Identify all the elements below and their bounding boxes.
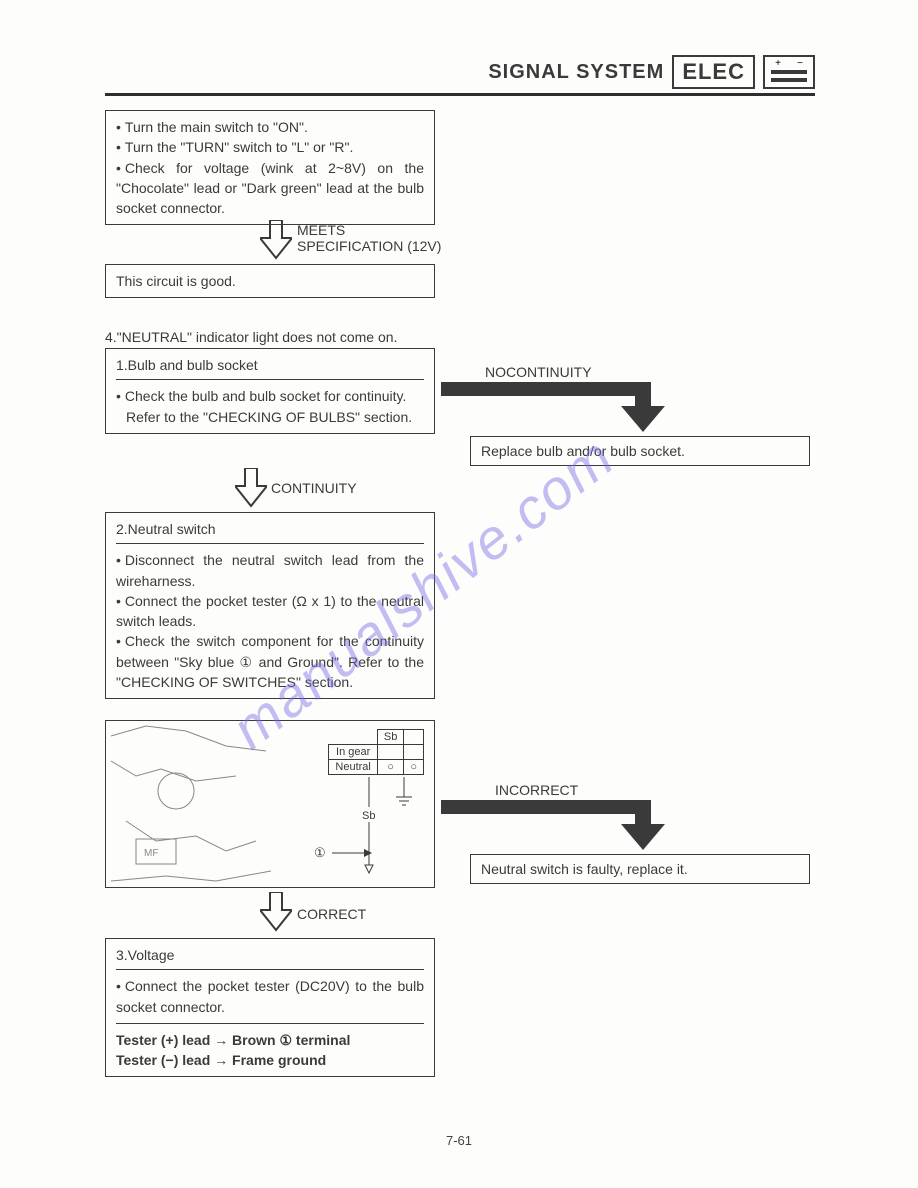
down-arrow-icon xyxy=(260,220,292,262)
result-2-box: Neutral switch is faulty, replace it. xyxy=(470,854,810,884)
manual-page: SIGNAL SYSTEM ELEC +− Turn the main swit… xyxy=(0,0,918,1188)
motorcycle-sketch: MF xyxy=(106,721,281,887)
top-item: Turn the "TURN" switch to "L" or "R". xyxy=(116,137,424,157)
step-3-item: Connect the pocket tester (DC20V) to the… xyxy=(116,976,424,1017)
page-number: 7-61 xyxy=(0,1133,918,1148)
step-2-item: Disconnect the neutral switch lead from … xyxy=(116,550,424,591)
page-header: SIGNAL SYSTEM ELEC +− xyxy=(105,55,815,89)
step-1-item: Check the bulb and bulb socket for conti… xyxy=(116,386,424,406)
svg-text:MF: MF xyxy=(144,848,158,859)
result-1-box: Replace bulb and/or bulb socket. xyxy=(470,436,810,466)
step-2-box: 2.Neutral switch Disconnect the neutral … xyxy=(105,512,435,699)
right-down-arrow-icon xyxy=(441,382,691,436)
step-2-item: Check the switch component for the conti… xyxy=(116,631,424,692)
branch-2-label: INCORRECT xyxy=(495,782,578,798)
continuity-table: Sb In gear Neutral○○ xyxy=(328,729,424,775)
step-2-item: Connect the pocket tester (Ω x 1) to the… xyxy=(116,591,424,632)
header-title: SIGNAL SYSTEM xyxy=(488,61,664,84)
down-arrow-icon xyxy=(235,468,267,510)
right-down-arrow-icon xyxy=(441,800,691,854)
step-1-box: 1.Bulb and bulb socket Check the bulb an… xyxy=(105,348,435,434)
ground-symbol: Sb ① xyxy=(314,777,424,877)
wiring-diagram: MF Sb In gear Neutral○○ Sb ① xyxy=(105,720,435,888)
flowchart: Turn the main switch to "ON". Turn the "… xyxy=(105,110,815,1110)
svg-text:①: ① xyxy=(314,845,326,860)
arrow-3-label: CORRECT xyxy=(297,906,366,922)
step-3-title: 3.Voltage xyxy=(116,945,424,970)
arrow-2-label: CONTINUITY xyxy=(271,480,357,496)
header-rule xyxy=(105,93,815,96)
top-instruction-box: Turn the main switch to "ON". Turn the "… xyxy=(105,110,435,225)
step-2-title: 2.Neutral switch xyxy=(116,519,424,544)
step-1-title: 1.Bulb and bulb socket xyxy=(116,355,424,380)
elec-badge: ELEC xyxy=(672,55,755,89)
down-arrow-icon xyxy=(260,892,292,934)
section-4-title: 4."NEUTRAL" indicator light does not com… xyxy=(105,329,397,345)
battery-icon: +− xyxy=(763,55,815,89)
good-circuit-box: This circuit is good. xyxy=(105,264,435,298)
step-1-sub: Refer to the "CHECKING OF BULBS" section… xyxy=(126,407,424,427)
svg-text:Sb: Sb xyxy=(362,810,375,822)
top-item: Check for voltage (wink at 2~8V) on the … xyxy=(116,158,424,219)
top-item: Turn the main switch to "ON". xyxy=(116,117,424,137)
arrow-label: MEETS SPECIFICATION (12V) xyxy=(297,222,441,254)
tester-leads: Tester (+) lead → Brown ① terminal Teste… xyxy=(116,1023,424,1071)
content-area: SIGNAL SYSTEM ELEC +− Turn the main swit… xyxy=(105,55,815,1110)
branch-1-label: NOCONTINUITY xyxy=(485,364,592,380)
step-3-box: 3.Voltage Connect the pocket tester (DC2… xyxy=(105,938,435,1077)
